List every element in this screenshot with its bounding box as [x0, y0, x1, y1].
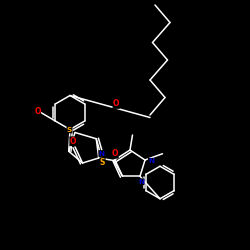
Text: S: S [67, 127, 72, 133]
Text: O: O [34, 107, 41, 116]
Text: O: O [112, 149, 118, 158]
Text: N: N [148, 158, 154, 164]
Text: O: O [113, 100, 119, 108]
Text: S: S [100, 158, 105, 167]
Text: N: N [99, 150, 105, 156]
Text: N: N [138, 179, 144, 185]
Text: O: O [70, 137, 76, 146]
